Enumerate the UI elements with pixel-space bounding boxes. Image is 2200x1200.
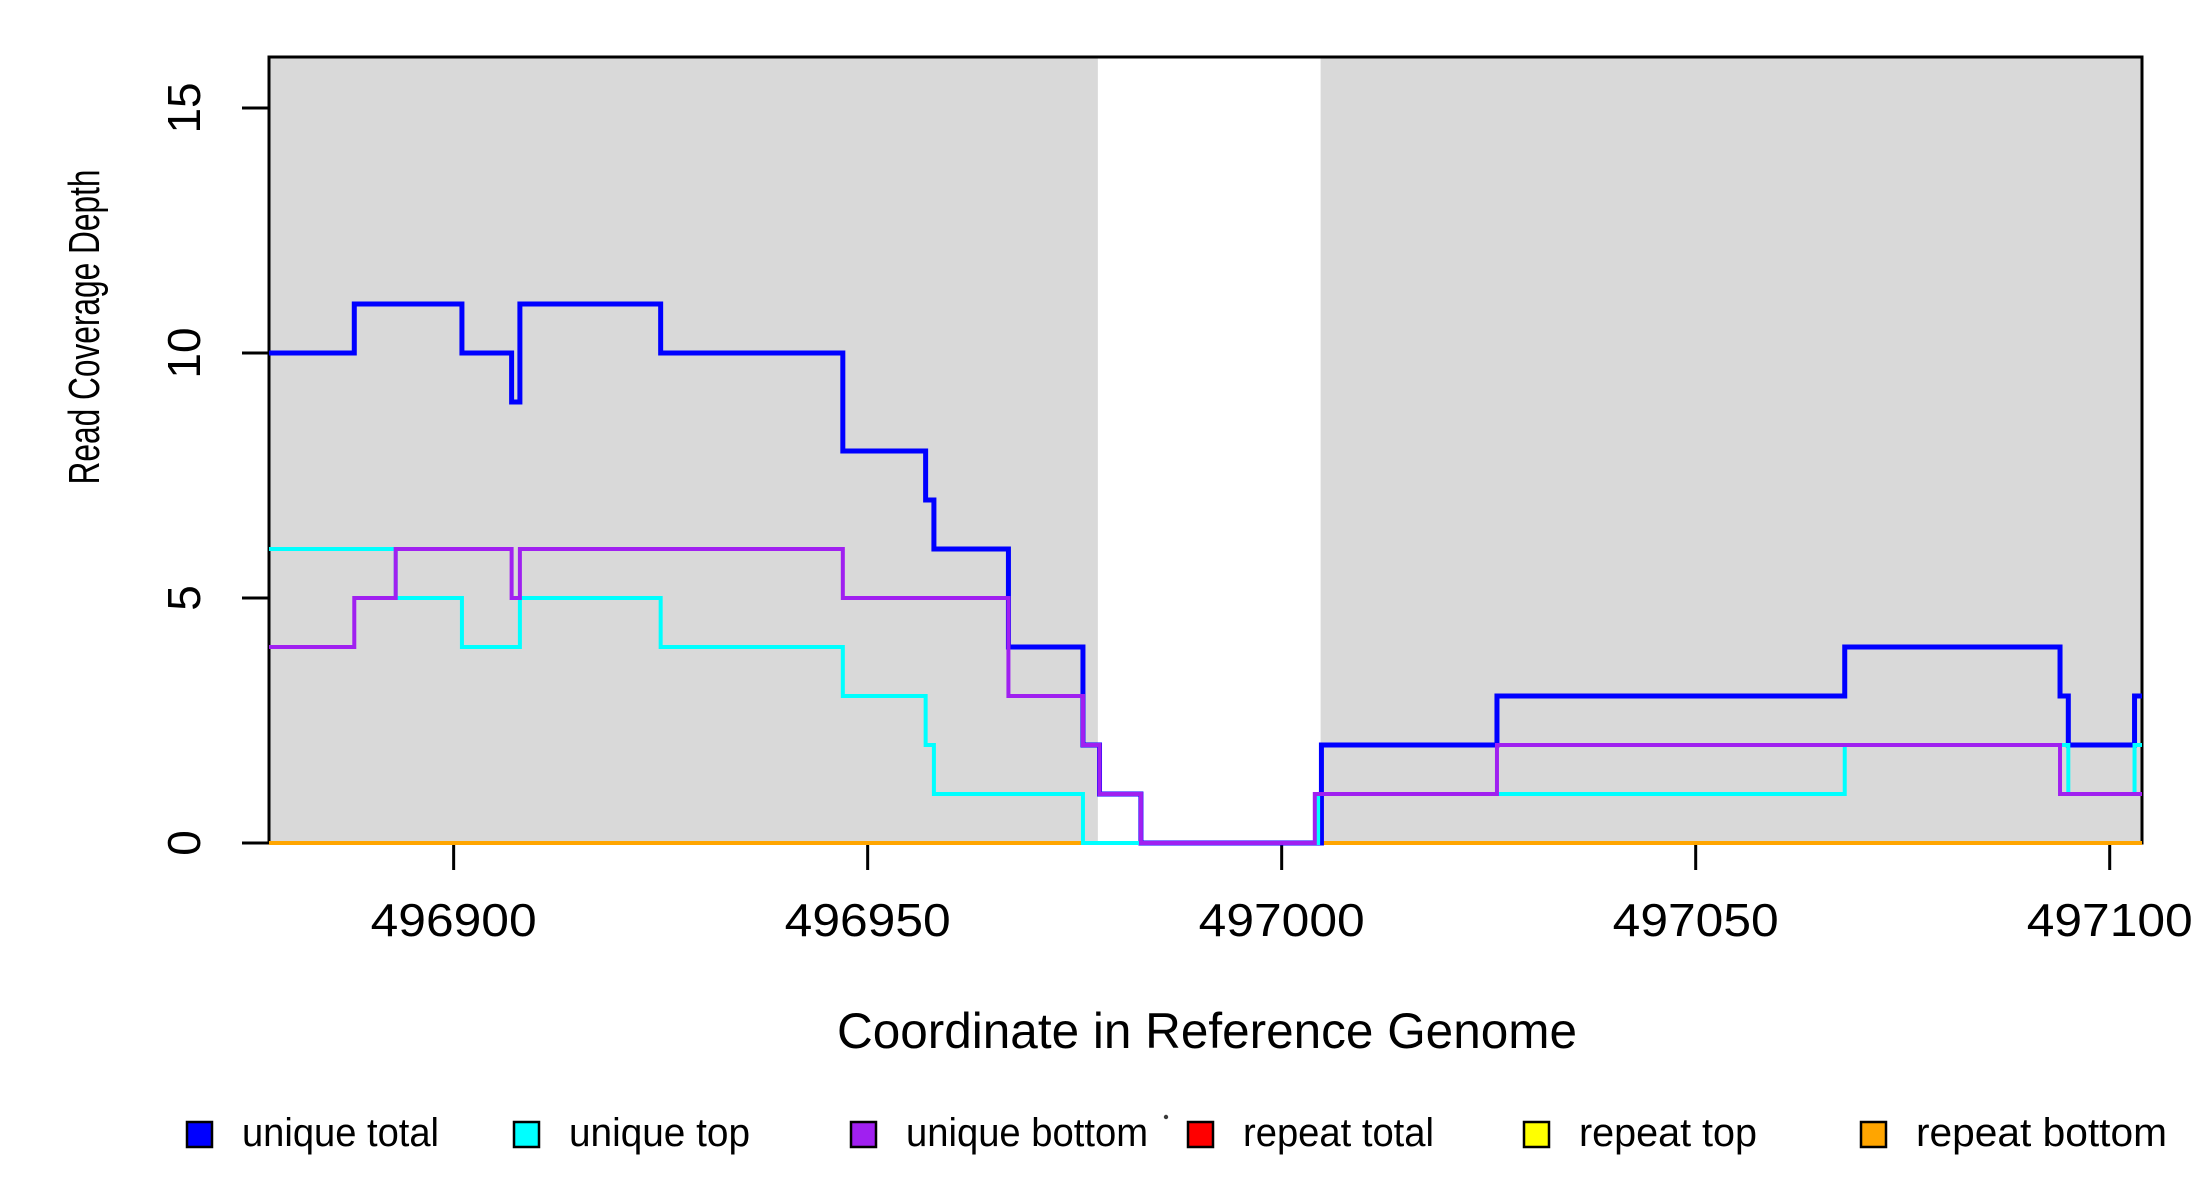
y-axis-title: Read Coverage Depth — [60, 170, 109, 485]
shaded-region-1 — [1320, 57, 2142, 843]
legend-swatch-unique-top — [512, 1120, 541, 1149]
shaded-region-layer — [269, 57, 2142, 843]
legend-swatch-repeat-bottom — [1859, 1120, 1888, 1149]
legend-label-repeat-top: repeat top — [1579, 1111, 1757, 1155]
legend-swatch-repeat-total — [1186, 1120, 1215, 1149]
legend-label-unique-top: unique top — [569, 1111, 750, 1155]
legend-swatch-unique-total — [185, 1120, 214, 1149]
y-tick-label: 5 — [158, 585, 210, 611]
legend-item-unique-top: unique top — [512, 1111, 750, 1155]
x-tick-label: 497000 — [1199, 894, 1365, 946]
legend-item-unique-bottom: unique bottom — [849, 1111, 1148, 1155]
x-tick-label: 497100 — [2027, 894, 2193, 946]
legend-label-repeat-bottom: repeat bottom — [1916, 1111, 2167, 1155]
legend-label-unique-total: unique total — [242, 1111, 439, 1155]
series-line-unique-bottom — [269, 546, 2142, 845]
x-tick-label: 497050 — [1613, 894, 1779, 946]
legend-item-unique-total: unique total — [185, 1111, 439, 1155]
axis-tick-layer: 496900 496950 497000 497050 497100 0 5 10 15 — [158, 82, 2193, 946]
x-tick-label: 496900 — [371, 894, 537, 946]
legend: unique total unique top unique bottom repea… — [185, 1111, 2167, 1155]
legend-item-repeat-top: repeat top — [1522, 1111, 1757, 1155]
x-tick-label: 496950 — [785, 894, 951, 946]
y-tick-label: 15 — [158, 82, 210, 133]
legend-item-repeat-total: repeat total — [1186, 1111, 1434, 1155]
shaded-region-0 — [269, 57, 1098, 843]
legend-item-repeat-bottom: repeat bottom — [1859, 1111, 2167, 1155]
y-tick-label: 10 — [158, 327, 210, 378]
legend-swatch-repeat-top — [1522, 1120, 1551, 1149]
stray-dot — [1163, 1114, 1169, 1120]
legend-swatch-unique-bottom — [849, 1120, 878, 1149]
legend-label-repeat-total: repeat total — [1243, 1111, 1434, 1155]
x-axis-title: Coordinate in Reference Genome — [837, 1003, 1577, 1059]
series-layer — [269, 301, 2142, 846]
series-line-unique-total — [269, 301, 2142, 846]
legend-label-unique-bottom: unique bottom — [906, 1111, 1148, 1155]
y-tick-label: 0 — [158, 830, 210, 856]
